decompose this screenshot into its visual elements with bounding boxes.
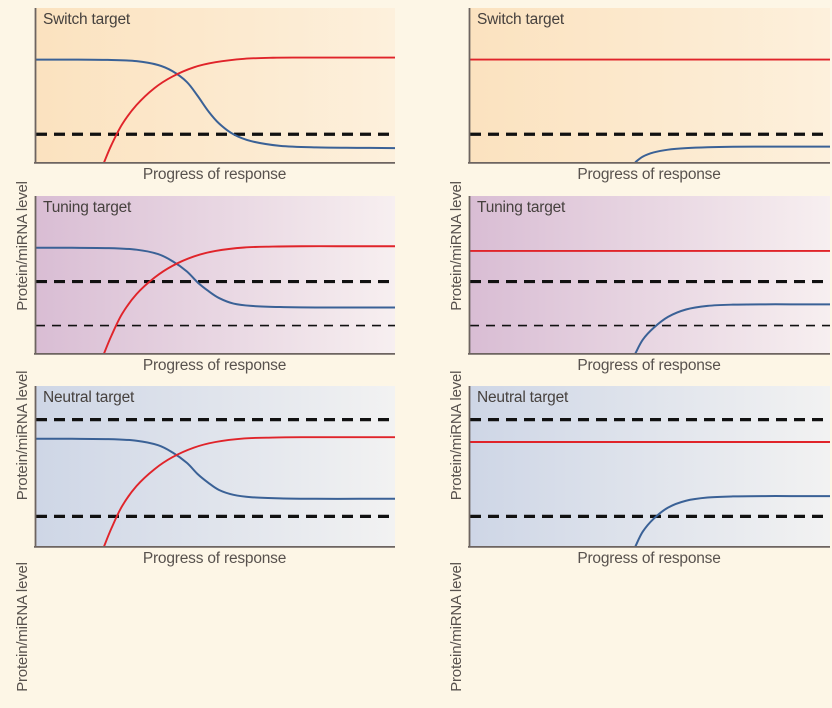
curve-mirna-level bbox=[103, 436, 395, 547]
y-axis-label: Protein/miRNA level bbox=[14, 181, 31, 311]
x-axis-label: Progress of response bbox=[577, 166, 721, 183]
y-axis-label: Protein/miRNA level bbox=[448, 181, 465, 311]
figure-root: Protein/miRNA level Switch target Progress… bbox=[14, 8, 830, 692]
x-axis-label: Progress of response bbox=[577, 357, 721, 374]
y-axis-label: Protein/miRNA level bbox=[448, 370, 465, 501]
x-axis-label: Progress of response bbox=[142, 357, 287, 374]
curve-protein-level bbox=[35, 246, 395, 309]
panel-background bbox=[470, 8, 830, 162]
y-axis-label: Protein/miRNA level bbox=[14, 370, 31, 501]
plot-switch-right bbox=[468, 8, 830, 164]
x-axis-label: Progress of response bbox=[142, 550, 287, 567]
plot-neutral-right bbox=[468, 386, 830, 548]
curve-protein-level bbox=[35, 437, 395, 500]
x-axis-label: Progress of response bbox=[577, 550, 721, 567]
panel-background bbox=[36, 196, 395, 353]
curve-mirna-level bbox=[103, 245, 395, 354]
plot-tuning-left bbox=[34, 196, 395, 355]
curve-protein-level bbox=[634, 145, 830, 163]
panel-background bbox=[470, 196, 830, 353]
panel-background bbox=[470, 386, 830, 546]
plot-neutral-left bbox=[34, 386, 395, 548]
curve-protein-level bbox=[634, 495, 830, 547]
curve-mirna-level bbox=[103, 56, 395, 163]
panel-background bbox=[36, 386, 395, 546]
y-axis-label: Protein/miRNA level bbox=[14, 562, 31, 692]
y-axis-label: Protein/miRNA level bbox=[448, 562, 465, 692]
plot-switch-left bbox=[34, 8, 395, 164]
x-axis-label: Progress of response bbox=[142, 166, 287, 183]
plot-tuning-right bbox=[468, 196, 830, 355]
panel-background bbox=[36, 8, 395, 162]
curve-protein-level bbox=[634, 303, 830, 354]
curve-protein-level bbox=[35, 58, 395, 150]
